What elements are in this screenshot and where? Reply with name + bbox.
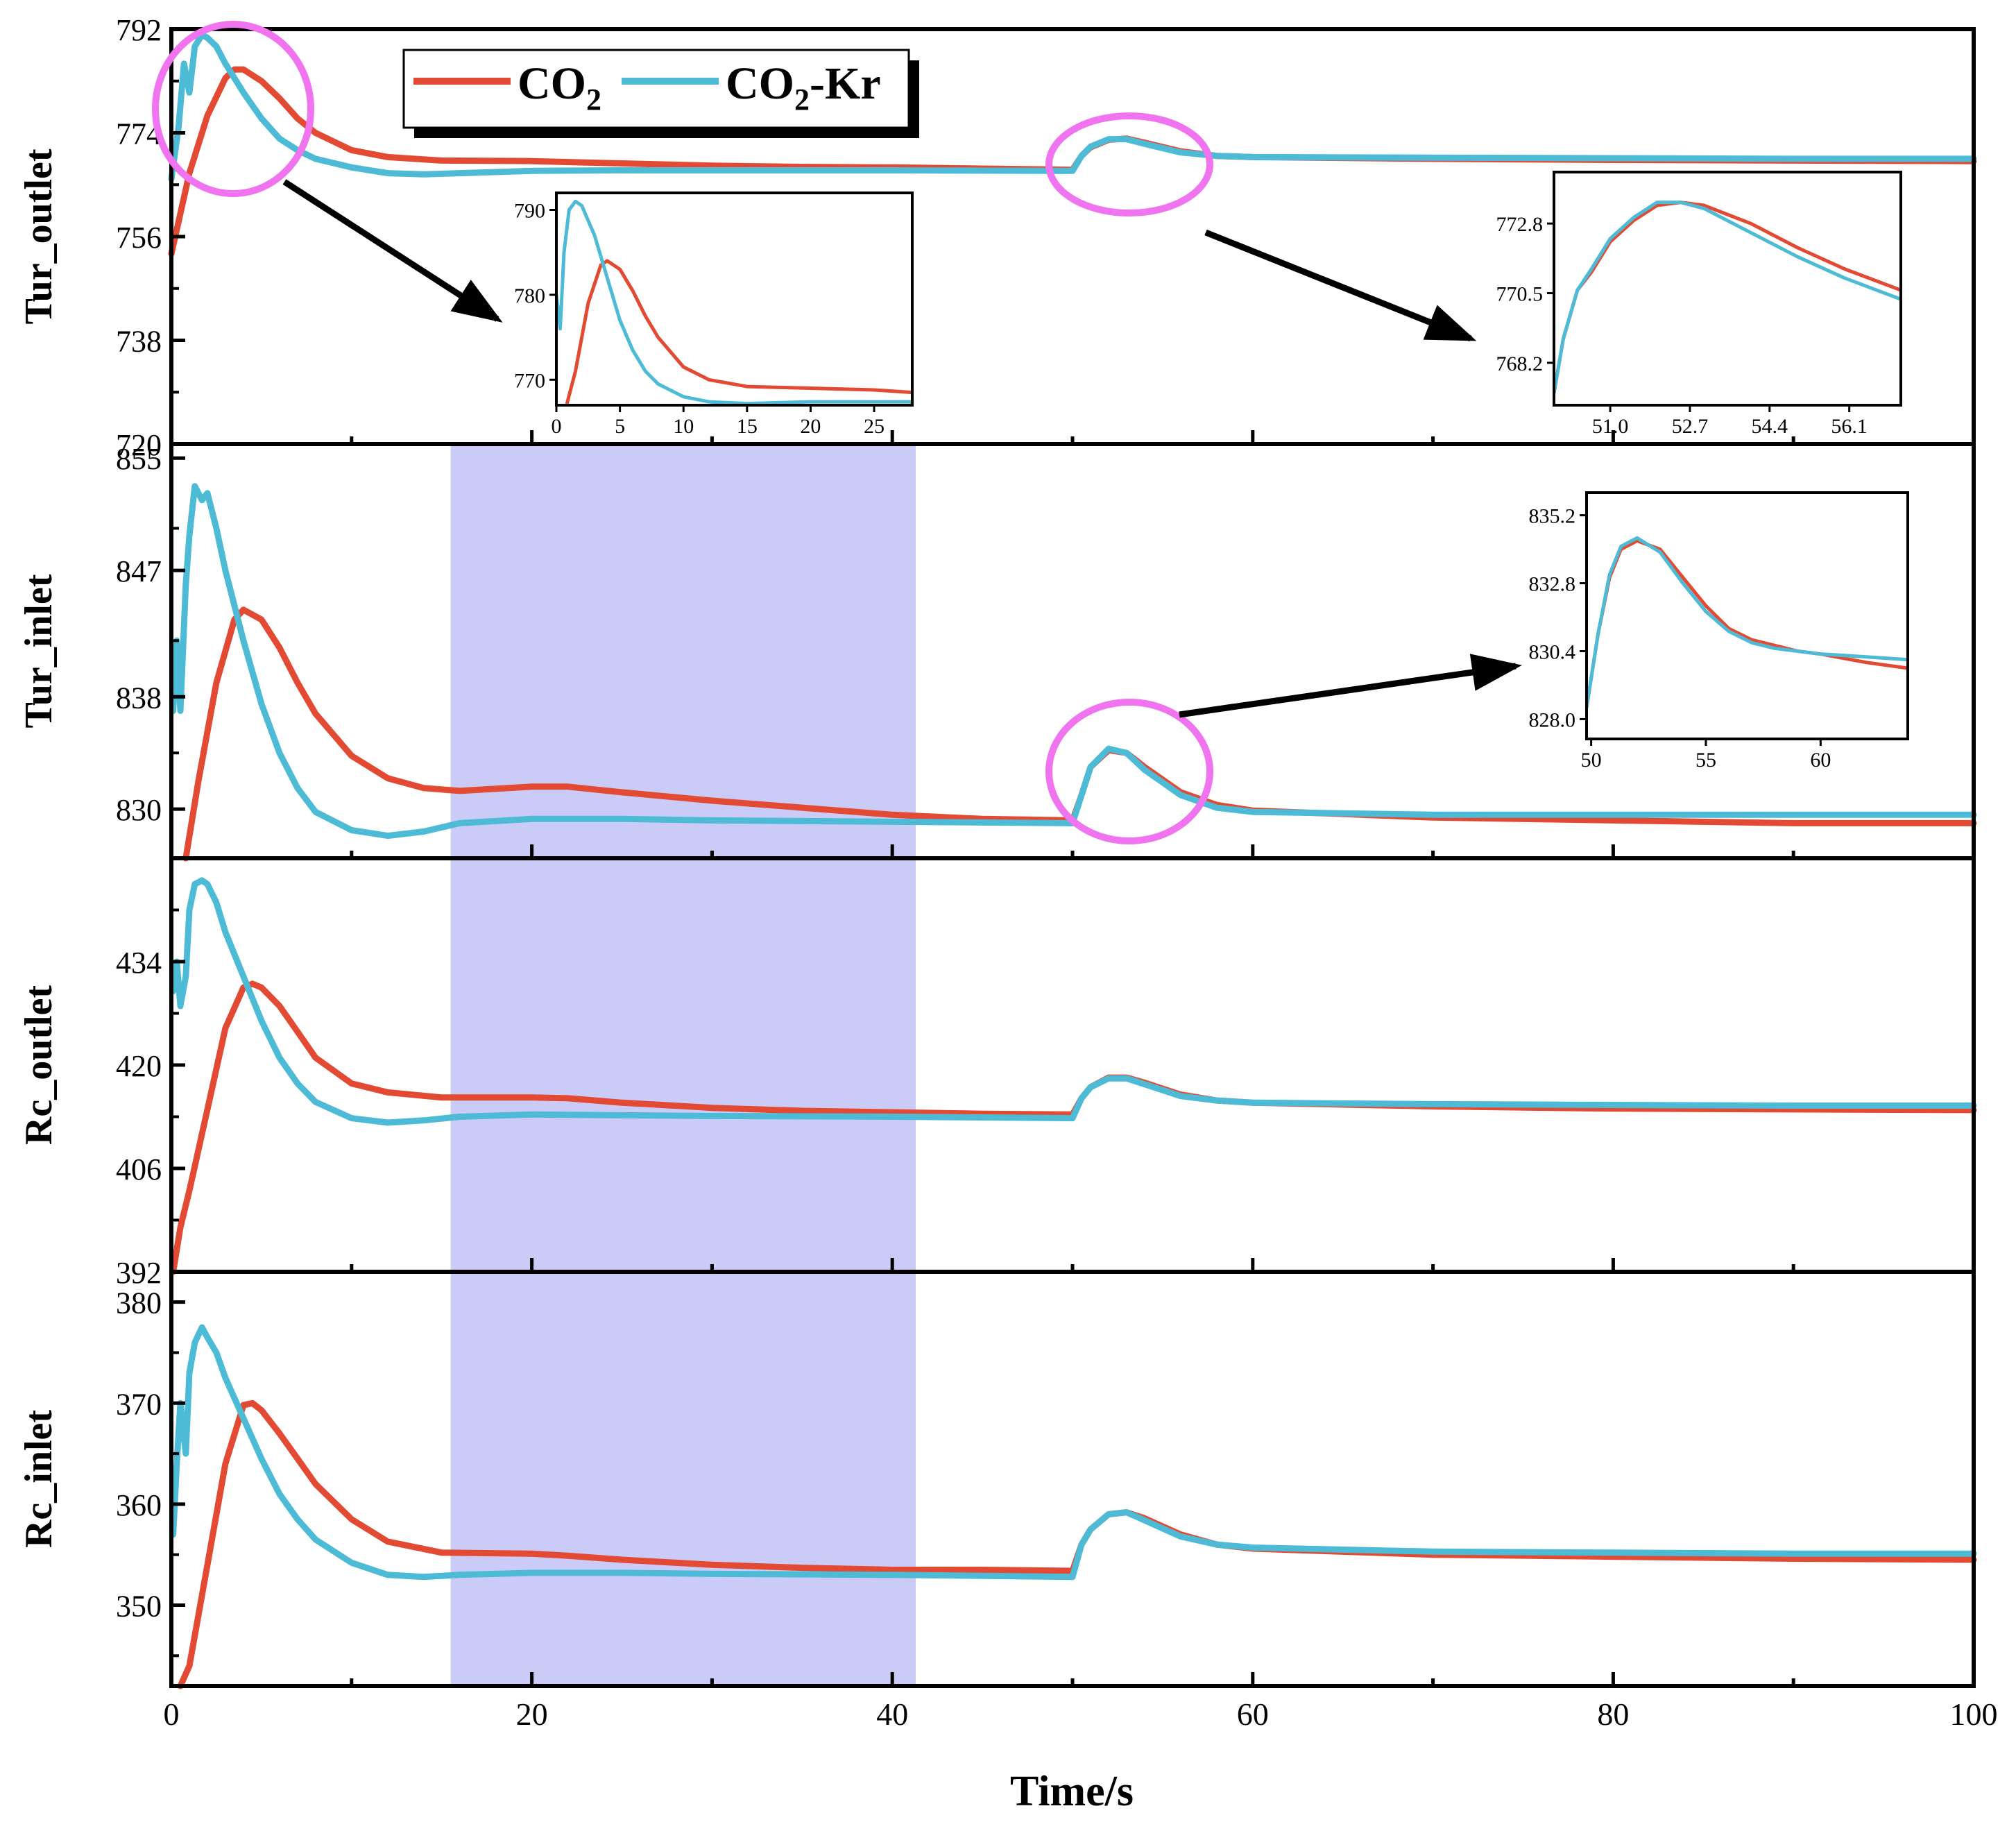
y-tick-label: 738 — [116, 325, 162, 359]
inset-x-tick-label: 20 — [800, 415, 821, 438]
inset-x-tick-label: 56.1 — [1831, 415, 1868, 438]
panel-rc_inlet: 350 360 370 380 Rc_inlet — [17, 1270, 1977, 1689]
inset-inset3: 50 55 60 828.0 830.4 832.8 835.2 — [1529, 491, 1909, 772]
inset-background — [1587, 493, 1908, 739]
arrow — [1204, 229, 1477, 342]
y-tick-label: 392 — [116, 1256, 162, 1290]
y-tick-label: 720 — [116, 428, 162, 462]
x-tick-label: 40 — [876, 1696, 908, 1732]
y-tick-label: 406 — [116, 1152, 162, 1186]
y-tick-label: 360 — [116, 1488, 162, 1522]
legend: CO2 CO2-Kr — [402, 49, 919, 138]
y-tick-label: 838 — [116, 681, 162, 715]
inset-x-tick-label: 10 — [673, 415, 694, 438]
inset-y-tick-label: 830.4 — [1529, 641, 1576, 664]
inset-background — [556, 193, 912, 405]
inset-y-tick-label: 780 — [514, 284, 545, 307]
legend-box — [402, 49, 910, 129]
y-tick-label: 350 — [116, 1590, 162, 1624]
x-tick-label: 0 — [164, 1696, 180, 1732]
inset-y-tick-label: 770 — [514, 369, 545, 392]
inset-frame — [555, 191, 914, 407]
x-tick-label: 80 — [1597, 1696, 1629, 1732]
inset-y-tick-label: 790 — [514, 199, 545, 222]
inset-background — [1554, 172, 1901, 405]
inset-frame — [1585, 491, 1909, 740]
inset-x-tick-label: 55 — [1695, 749, 1716, 772]
highlight-circle — [1045, 112, 1213, 216]
y-tick-label: 847 — [116, 554, 162, 588]
inset-inset1: 0 5 10 15 20 25 770 780 790 — [514, 191, 914, 438]
inset-y-tick-label: 768.2 — [1496, 352, 1544, 375]
annotation-layer — [152, 21, 1522, 844]
arrow — [282, 179, 503, 323]
y-axis-label: Rc_outlet — [17, 985, 60, 1146]
arrow — [1179, 654, 1522, 718]
shaded-region-layer — [450, 444, 916, 1686]
inset-x-tick-label: 51.0 — [1592, 415, 1629, 438]
y-tick-label: 756 — [116, 221, 162, 255]
y-tick-label: 792 — [116, 13, 162, 47]
inset-series-line-co2-kr — [1587, 536, 1908, 708]
inset-x-tick-label: 0 — [552, 415, 562, 438]
y-tick-label: 370 — [116, 1387, 162, 1421]
shaded-region — [450, 444, 916, 1686]
panel-rc_outlet: 392 406 420 434 Rc_outlet — [17, 856, 1977, 1290]
inset-x-tick-label: 15 — [737, 415, 758, 438]
inset-y-tick-label: 772.8 — [1496, 213, 1544, 236]
series-line-co2-kr — [168, 31, 1977, 182]
y-tick-label: 830 — [116, 793, 162, 827]
inset-series-line-co2-kr — [556, 199, 912, 405]
y-axis-label: Tur_outlet — [17, 148, 60, 324]
legend-label: CO2 — [518, 58, 601, 117]
inset-series-line-co2-kr — [1554, 201, 1901, 393]
y-axis-label: Rc_inlet — [17, 1410, 60, 1548]
series-line-co2-kr — [170, 877, 1977, 1126]
y-tick-label: 420 — [116, 1049, 162, 1083]
inset-x-tick-label: 52.7 — [1672, 415, 1709, 438]
x-tick-label: 60 — [1237, 1696, 1269, 1732]
inset-frame — [1553, 171, 1902, 407]
highlight-circle — [1045, 699, 1213, 844]
y-tick-label: 434 — [116, 946, 162, 980]
series-line-co2 — [170, 980, 1977, 1275]
inset-y-tick-label: 770.5 — [1496, 283, 1544, 306]
inset-y-tick-label: 832.8 — [1529, 573, 1576, 596]
inset-x-tick-label: 54.4 — [1752, 415, 1788, 438]
inset-series-line-co2 — [565, 259, 912, 405]
series-line-co2-kr — [170, 1324, 1977, 1581]
inset-x-tick-label: 5 — [615, 415, 625, 438]
inset-x-tick-label: 25 — [864, 415, 885, 438]
x-axis-label: Time/s — [1010, 1768, 1134, 1815]
legend-label: CO2-Kr — [726, 58, 881, 117]
insets-layer: 0 5 10 15 20 25 770 780 790 51.0 52.7 54.4 56.1 768.2… — [514, 171, 1909, 772]
x-axis-ticks: 0 20 40 60 80 100 — [164, 1696, 1998, 1732]
y-tick-label: 855 — [116, 442, 162, 476]
y-tick-label: 380 — [116, 1286, 162, 1320]
panels-layer: 720738756774792Tur_outlet830838847855Tur… — [17, 13, 1998, 1732]
y-axis-label: Tur_inlet — [17, 574, 60, 728]
inset-inset2: 51.0 52.7 54.4 56.1 768.2 770.5 772.8 — [1496, 171, 1902, 438]
inset-x-tick-label: 50 — [1581, 749, 1602, 772]
inset-y-tick-label: 835.2 — [1529, 505, 1576, 528]
x-tick-label: 20 — [516, 1696, 548, 1732]
series-line-co2 — [177, 1399, 1977, 1689]
inset-y-tick-label: 828.0 — [1529, 708, 1576, 731]
series-line-co2-kr — [170, 483, 1977, 840]
highlight-circle — [152, 21, 314, 197]
inset-x-tick-label: 60 — [1810, 749, 1831, 772]
x-tick-label: 100 — [1950, 1696, 1998, 1732]
panel-frame — [169, 1270, 1976, 1688]
panel-frame — [169, 856, 1976, 1274]
